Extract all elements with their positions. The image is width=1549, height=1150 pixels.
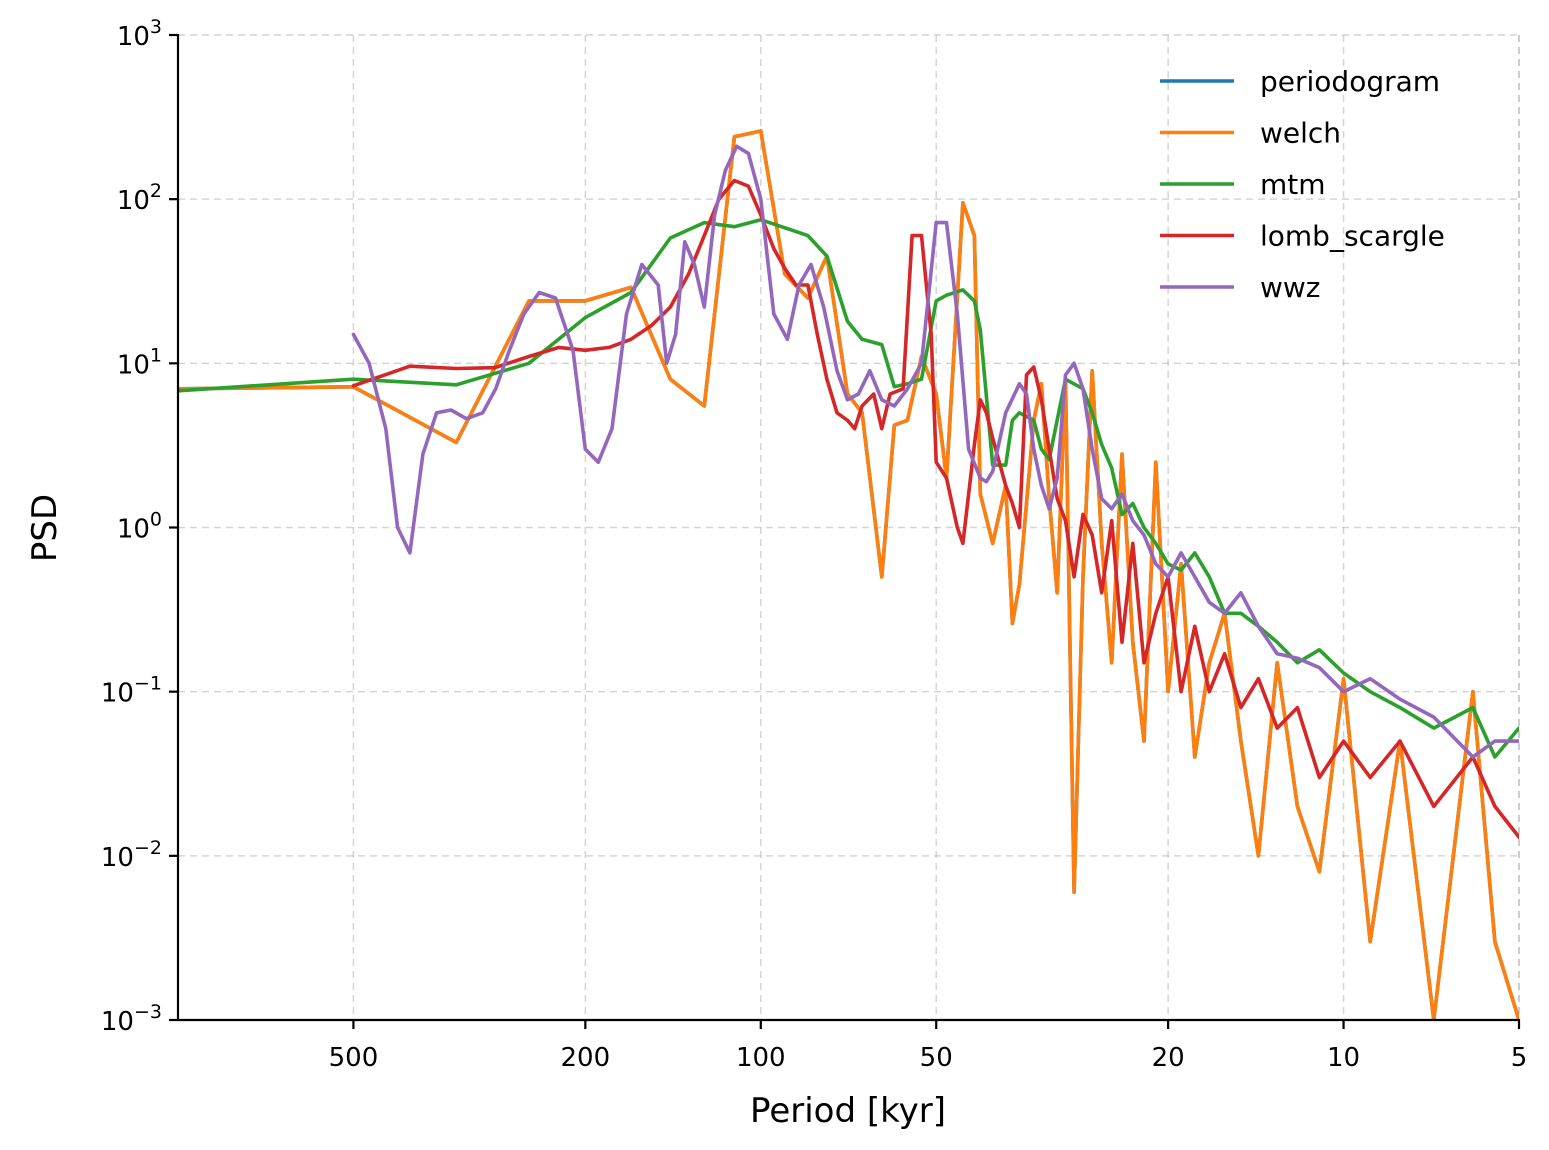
x-axis-ticks: 500 200 100 50 20 10 5 xyxy=(329,1020,1528,1073)
x-tick-label: 500 xyxy=(329,1043,379,1073)
series-group xyxy=(178,129,1519,1020)
y-tick-label: 10−2 xyxy=(101,837,162,873)
legend-label-wwz: wwz xyxy=(1260,271,1321,304)
y-tick-label: 100 xyxy=(117,509,162,545)
x-tick-label: 50 xyxy=(920,1043,953,1073)
x-tick-label: 100 xyxy=(736,1043,786,1073)
y-tick-label: 101 xyxy=(117,344,162,380)
y-tick-label: 10−3 xyxy=(101,1001,162,1037)
y-axis-title: PSD xyxy=(25,494,65,562)
y-tick-label: 102 xyxy=(117,180,162,216)
legend-label-welch: welch xyxy=(1260,117,1341,150)
y-tick-label: 10−1 xyxy=(101,673,162,709)
series-line-wwz xyxy=(351,144,1519,759)
x-tick-label: 20 xyxy=(1152,1043,1185,1073)
legend-label-mtm: mtm xyxy=(1260,168,1326,201)
y-tick-label: 103 xyxy=(117,16,162,52)
x-tick-label: 10 xyxy=(1327,1043,1360,1073)
y-axis-ticks: 10−3 10−2 10−1 100 101 102 103 xyxy=(101,16,178,1037)
x-axis-title: Period [kyr] xyxy=(750,1091,946,1131)
x-tick-label: 5 xyxy=(1511,1043,1528,1073)
x-tick-label: 200 xyxy=(561,1043,611,1073)
series-line-mtm xyxy=(178,217,1519,759)
legend-label-periodogram: periodogram xyxy=(1260,65,1440,98)
legend-label-lomb-scargle: lomb_scargle xyxy=(1260,220,1445,253)
